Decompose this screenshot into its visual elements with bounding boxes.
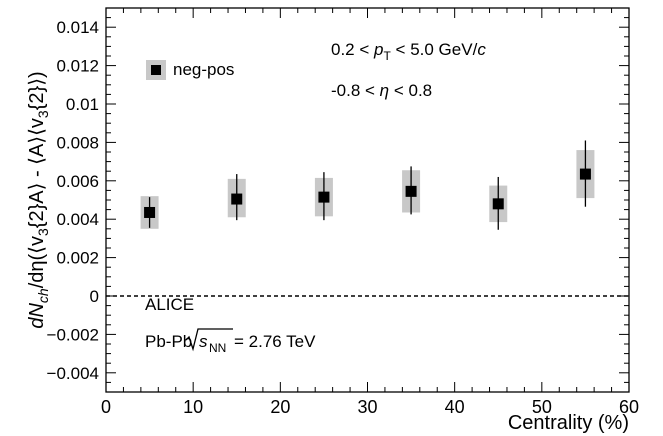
y-tick-label: 0.014 <box>56 18 99 37</box>
systematic-uncertainty-boxes <box>140 150 595 229</box>
data-point <box>318 191 330 203</box>
legend-label: neg-pos <box>173 60 234 79</box>
sqrt-s-symbol: s <box>199 332 208 351</box>
y-tick-label: 0.004 <box>56 210 99 229</box>
x-tick-label: 10 <box>183 397 203 417</box>
x-tick-labels: 0 10 20 30 40 50 60 <box>101 397 639 417</box>
y-tick-label: 0 <box>90 287 99 306</box>
eta-range-annotation: -0.8 < η < 0.8 <box>331 81 432 100</box>
data-point <box>144 206 156 218</box>
collision-system-annotation: Pb-Pb s NN = 2.76 TeV <box>145 328 316 355</box>
y-tick-label: 0.008 <box>56 133 99 152</box>
y-axis-label: dNch/dη(⟨v3{2}A⟩ - ⟨A⟩⟨v3{2}⟩) <box>26 71 51 328</box>
legend-marker-swatch <box>151 65 161 75</box>
x-tick-label: 60 <box>619 397 639 417</box>
x-tick-label: 40 <box>445 397 465 417</box>
x-tick-label: 50 <box>532 397 552 417</box>
data-point <box>231 193 243 205</box>
y-tick-label: −0.002 <box>47 325 99 344</box>
y-tick-labels: −0.004 −0.002 0 0.002 0.004 0.006 0.008 0.01 0.0… <box>47 18 99 383</box>
pt-range-annotation: 0.2 < pT < 5.0 GeV/c <box>331 40 486 63</box>
x-tick-label: 0 <box>101 397 111 417</box>
experiment-label: ALICE <box>145 295 194 314</box>
y-tick-label: 0.006 <box>56 172 99 191</box>
data-point <box>405 185 417 197</box>
sqrt-s-subscript: NN <box>209 341 226 355</box>
legend: neg-pos <box>146 60 234 80</box>
y-tick-label: −0.004 <box>47 364 99 383</box>
y-tick-label: 0.002 <box>56 249 99 268</box>
collision-system-prefix: Pb-Pb <box>145 332 192 351</box>
collision-energy: = 2.76 TeV <box>234 332 316 351</box>
y-tick-label: 0.012 <box>56 57 99 76</box>
statistical-error-bars <box>148 140 587 230</box>
x-tick-label: 30 <box>357 397 377 417</box>
x-tick-label: 20 <box>270 397 290 417</box>
x-axis-label: Centrality (%) <box>508 412 629 434</box>
tick-marks <box>106 8 629 392</box>
data-point <box>492 198 504 210</box>
sqrt-sign <box>185 328 233 352</box>
y-tick-label: 0.01 <box>66 95 99 114</box>
data-markers <box>144 168 591 218</box>
data-point <box>579 168 591 180</box>
